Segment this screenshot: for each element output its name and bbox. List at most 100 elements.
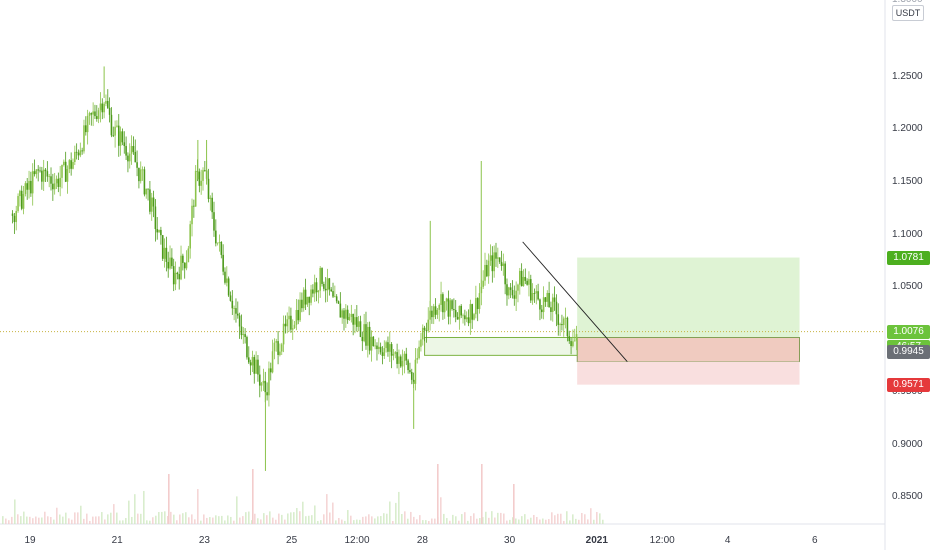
candle-body — [498, 257, 501, 262]
candle-body — [313, 282, 316, 294]
candle-body — [117, 125, 120, 146]
candle-body — [383, 348, 386, 356]
candle-body — [513, 295, 516, 299]
volume-bar — [89, 520, 91, 524]
volume-bar — [590, 508, 592, 524]
volume-bar — [368, 514, 370, 524]
volume-bar — [29, 516, 31, 524]
candle-body — [193, 205, 195, 207]
volume-bar — [320, 520, 322, 524]
candle-body — [169, 257, 171, 269]
candle-body — [64, 161, 67, 182]
volume-bar — [299, 511, 301, 524]
candle-body — [227, 278, 230, 296]
volume-bar — [8, 520, 10, 524]
candle-body — [321, 268, 323, 284]
support-zone — [424, 336, 578, 356]
candle-body — [114, 126, 116, 136]
candle-body — [35, 169, 38, 175]
candle-body — [533, 293, 536, 294]
volume-bar — [86, 513, 88, 524]
candle-body — [493, 252, 495, 272]
volume-bar — [83, 518, 85, 524]
candle-body — [394, 352, 397, 354]
candle-body — [240, 326, 243, 336]
volume-bar — [524, 514, 526, 524]
volume-bar — [401, 513, 403, 524]
volume-bar — [449, 520, 451, 524]
candle-body — [143, 169, 146, 195]
candle-body — [19, 190, 21, 197]
y-tick-label: 1.0500 — [892, 281, 923, 293]
candle-body — [348, 316, 351, 321]
volume-bar — [602, 519, 604, 524]
candle-body — [478, 293, 481, 310]
y-tick-label: 0.9000 — [892, 438, 923, 450]
candle-body — [244, 334, 246, 338]
candle-body — [75, 151, 78, 153]
candle-body — [178, 274, 180, 280]
candle-body — [315, 282, 318, 293]
candle-body — [423, 327, 426, 331]
volume-bar — [497, 512, 499, 524]
candle-body — [66, 169, 69, 182]
volume-bar — [542, 518, 544, 524]
candle-body — [476, 298, 479, 310]
volume-bar — [392, 520, 394, 524]
volume-bar — [572, 514, 574, 524]
candle-body — [121, 131, 124, 143]
volume-bar — [575, 518, 577, 524]
candle-body — [528, 279, 530, 285]
candle-body — [427, 319, 430, 331]
volume-bar — [164, 511, 166, 524]
volume-bar — [404, 511, 406, 524]
candle-body — [85, 125, 87, 133]
candle-body — [337, 301, 340, 304]
x-tick-label: 2021 — [585, 535, 608, 546]
volume-bar — [179, 514, 181, 524]
candle-body — [436, 309, 439, 315]
volume-bar — [419, 515, 421, 524]
candle-body — [403, 353, 406, 362]
candle-body — [324, 288, 327, 291]
volume-bar — [410, 511, 412, 524]
volume-bar — [47, 516, 49, 524]
candle-body — [551, 297, 554, 312]
candle-body — [41, 170, 43, 182]
candle-body — [561, 324, 563, 326]
candle-body — [484, 264, 486, 281]
candle-body — [165, 247, 168, 262]
volume-bar — [479, 518, 481, 524]
candle-body — [246, 337, 248, 358]
candle-body — [438, 304, 441, 310]
volume-bar — [413, 516, 415, 524]
volume-bar — [128, 500, 130, 524]
candle-body — [302, 289, 305, 309]
volume-bar — [530, 517, 532, 524]
volume-bar — [365, 516, 367, 524]
candle-body — [335, 296, 338, 302]
volume-bar — [455, 516, 457, 524]
candle-body — [312, 289, 314, 294]
volume-bar — [98, 516, 100, 524]
currency-label[interactable]: USDT — [892, 5, 924, 21]
candle-body — [152, 197, 155, 207]
volume-bar — [596, 511, 598, 524]
volume-bar — [5, 518, 7, 524]
volume-bar — [416, 519, 418, 524]
candle-body — [55, 178, 58, 184]
candle-body — [30, 180, 32, 194]
volume-bar — [158, 512, 160, 524]
candle-body — [105, 100, 107, 104]
candle-body — [61, 164, 63, 178]
candle-body — [464, 315, 466, 320]
volume-bar — [566, 511, 568, 524]
volume-bar — [425, 520, 427, 524]
candle-body — [473, 314, 475, 320]
candle-body — [125, 146, 127, 156]
candle-body — [480, 286, 483, 294]
volume-bar — [533, 514, 535, 524]
candle-body — [123, 142, 126, 147]
